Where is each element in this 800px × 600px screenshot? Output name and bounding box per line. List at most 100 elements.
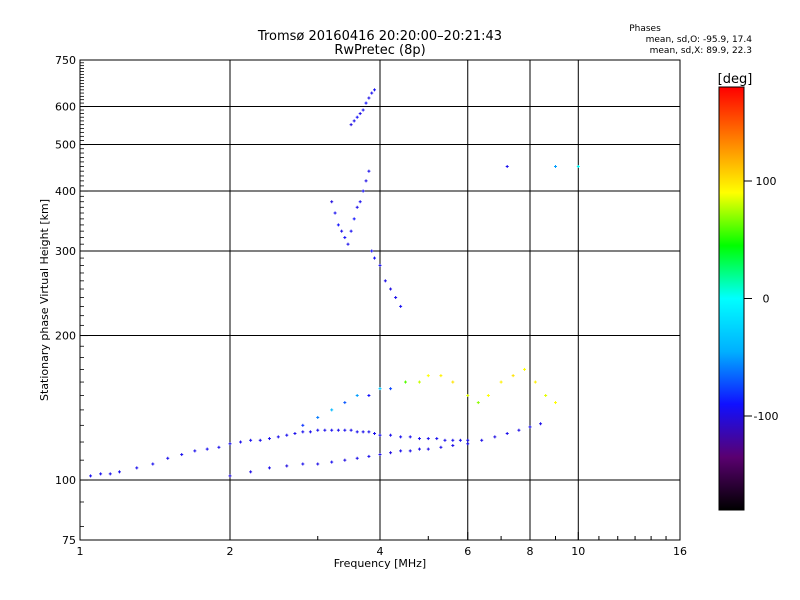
data-point	[285, 464, 289, 468]
data-point	[355, 394, 359, 398]
y-tick-label: 75	[62, 534, 76, 547]
data-point	[486, 394, 490, 398]
data-point	[408, 435, 412, 439]
x-tick-label: 10	[571, 545, 585, 558]
x-tick-label: 1	[77, 545, 84, 558]
data-point	[355, 456, 359, 460]
data-point	[367, 169, 371, 173]
data-point	[293, 432, 297, 436]
data-point	[330, 460, 334, 464]
data-point	[330, 408, 334, 412]
data-point	[439, 445, 443, 449]
data-point	[239, 440, 243, 444]
data-point	[399, 435, 403, 439]
data-point	[352, 217, 356, 221]
colorbar-tick-label: 0	[763, 293, 770, 306]
data-point	[389, 387, 393, 391]
data-point	[258, 438, 262, 442]
data-point	[389, 433, 393, 437]
data-point	[340, 229, 344, 233]
data-point	[451, 380, 455, 384]
phase-box-o-stats: mean, sd,O: -95.9, 17.4	[646, 35, 753, 45]
data-point	[267, 437, 271, 441]
y-tick-label: 400	[55, 185, 76, 198]
data-point	[228, 474, 232, 478]
data-point	[301, 430, 305, 434]
data-point	[349, 229, 353, 233]
x-tick-label: 16	[673, 545, 687, 558]
data-point	[466, 442, 470, 446]
data-point	[108, 472, 112, 476]
data-point	[193, 449, 197, 453]
x-axis-label: Frequency [MHz]	[334, 557, 426, 570]
data-point	[373, 88, 377, 92]
x-tick-label: 6	[464, 545, 471, 558]
data-point	[373, 432, 377, 436]
data-point	[349, 428, 353, 432]
data-point	[343, 458, 347, 462]
data-point	[301, 423, 305, 427]
x-tick-label: 4	[377, 545, 384, 558]
data-point	[352, 119, 356, 123]
data-point	[451, 438, 455, 442]
data-point	[403, 380, 407, 384]
chart-subtitle: RwPretec (8p)	[334, 43, 425, 58]
data-point	[151, 462, 155, 466]
data-point	[417, 380, 421, 384]
x-tick-label: 2	[227, 545, 234, 558]
data-point	[476, 401, 480, 405]
data-point	[451, 444, 455, 448]
data-point	[539, 422, 543, 426]
data-point	[358, 200, 362, 204]
data-point	[361, 430, 365, 434]
data-point	[435, 437, 439, 441]
phase-box-x-stats: mean, sd,X: 89.9, 22.3	[650, 46, 752, 56]
data-point	[364, 179, 368, 183]
data-point	[394, 296, 398, 300]
data-point	[544, 394, 548, 398]
data-point	[355, 430, 359, 434]
data-point	[517, 428, 521, 432]
y-tick-label: 750	[55, 54, 76, 67]
data-point	[316, 462, 320, 466]
data-point	[399, 449, 403, 453]
y-tick-label: 100	[55, 474, 76, 487]
data-point	[505, 164, 509, 168]
data-point	[480, 438, 484, 442]
data-point	[343, 428, 347, 432]
data-point	[343, 236, 347, 240]
data-point	[408, 449, 412, 453]
data-point	[99, 472, 103, 476]
data-point	[323, 428, 327, 432]
data-point	[367, 394, 371, 398]
data-point	[343, 401, 347, 405]
data-point	[389, 287, 393, 291]
data-point	[346, 242, 350, 246]
data-point	[499, 380, 503, 384]
y-axis-label: Stationary phase Virtual Height [km]	[38, 199, 51, 401]
data-point	[228, 442, 232, 446]
data-point	[576, 164, 580, 168]
data-point	[511, 374, 515, 378]
y-tick-label: 300	[55, 245, 76, 258]
data-point	[417, 437, 421, 441]
y-tick-label: 200	[55, 330, 76, 343]
data-point	[205, 447, 209, 451]
data-point	[166, 456, 170, 460]
data-point	[358, 112, 362, 116]
data-point	[466, 438, 470, 442]
data-point	[378, 263, 382, 267]
data-point	[333, 211, 337, 215]
data-point	[355, 205, 359, 209]
data-point	[523, 367, 527, 371]
data-point	[330, 200, 334, 204]
chart-title: Tromsø 20160416 20:20:00–20:21:43	[257, 29, 502, 44]
data-point	[443, 438, 447, 442]
data-point	[349, 123, 353, 127]
data-point	[249, 438, 253, 442]
data-point	[505, 432, 509, 436]
data-point	[276, 435, 280, 439]
data-point	[336, 428, 340, 432]
data-point	[417, 447, 421, 451]
